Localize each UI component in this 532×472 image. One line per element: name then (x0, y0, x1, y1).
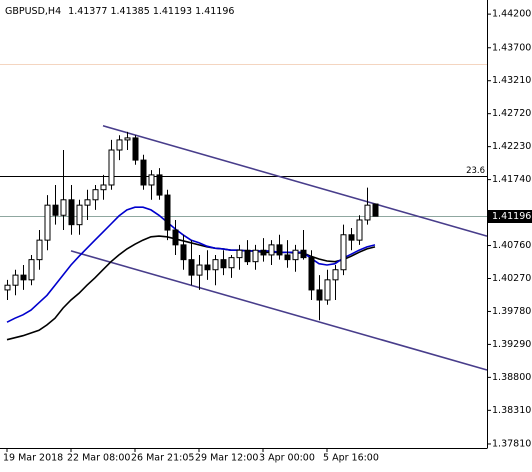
candle-body (52, 204, 59, 216)
y-tick-label: 1.39780 (492, 306, 531, 317)
price-box (487, 210, 532, 223)
candle-body (140, 159, 147, 186)
candle-body (204, 264, 211, 271)
quote-low: 1.41193 (153, 6, 192, 17)
y-tick-label: 1.44200 (492, 9, 531, 20)
candle-body (12, 274, 19, 286)
trendline (102, 125, 488, 237)
y-tick-label: 1.39290 (492, 339, 531, 350)
candle-body (68, 199, 75, 226)
header: GBPUSD,H4 1.41377 1.41385 1.41193 1.4119… (5, 6, 234, 17)
candle-body (36, 239, 43, 261)
candle-body (108, 149, 115, 186)
x-tick-label: 26 Mar 21:05 (131, 453, 194, 464)
candle-body (260, 249, 267, 256)
y-tick-label: 1.41740 (492, 174, 531, 185)
candle-body (84, 199, 91, 206)
x-tick-label: 29 Mar 12:00 (195, 453, 258, 464)
candle-body (364, 204, 371, 221)
candle-body (132, 137, 139, 161)
candle-body (268, 244, 275, 256)
level-label: 23.6 (466, 166, 485, 176)
candle-body (284, 254, 291, 261)
candle-body (212, 259, 219, 271)
candle-body (4, 284, 11, 291)
x-tick-label: 5 Apr 16:00 (323, 453, 379, 464)
symbol: GBPUSD,H4 (5, 6, 61, 17)
candle-body (172, 229, 179, 246)
candle-body (332, 269, 339, 281)
candle-body (236, 249, 243, 259)
candle-body (124, 137, 131, 141)
candle-body (156, 174, 163, 196)
candle-body (180, 244, 187, 261)
price-box-label: 1.41196 (492, 211, 531, 222)
candle-body (220, 259, 227, 269)
candle-body (372, 203, 379, 217)
y-tick-label: 1.40760 (492, 240, 531, 251)
candle-body (300, 249, 307, 259)
y-tick-label: 1.37810 (492, 438, 531, 449)
candle-body (244, 249, 251, 263)
candle-body (356, 219, 363, 241)
y-tick-label: 1.42230 (492, 141, 531, 152)
y-tick-label: 1.42720 (492, 108, 531, 119)
y-tick-label: 1.40270 (492, 273, 531, 284)
candle-body (60, 199, 67, 216)
candle-body (116, 139, 123, 151)
candle-body (228, 257, 235, 269)
plot-area: 23.6 (0, 64, 488, 371)
x-tick-label: 19 Mar 2018 (3, 453, 63, 464)
candle-body (324, 279, 331, 301)
trendline (70, 250, 488, 371)
candle-body (340, 234, 347, 271)
candle-body (148, 174, 155, 186)
candle-body (100, 184, 107, 191)
candle-body (348, 234, 355, 241)
candle-body (276, 244, 283, 256)
candle-body (92, 189, 99, 201)
candle-body (28, 259, 35, 281)
x-tick-label: 22 Mar 08:00 (67, 453, 130, 464)
candle-body (292, 249, 299, 261)
candle-body (164, 194, 171, 231)
quote-open: 1.41377 (68, 6, 107, 17)
quote-close: 1.41196 (195, 6, 234, 17)
x-tick-label: 3 Apr 00:00 (259, 453, 315, 464)
candle-body (76, 204, 83, 226)
y-tick-label: 1.43210 (492, 75, 531, 86)
candle-body (20, 274, 27, 281)
y-tick-label: 1.38800 (492, 372, 531, 383)
candle-body (44, 204, 51, 241)
candle-body (252, 249, 259, 263)
y-tick-label: 1.43700 (492, 42, 531, 53)
y-tick-label: 1.38310 (492, 405, 531, 416)
candle-body (308, 257, 315, 291)
candle-body (196, 264, 203, 276)
quote-high: 1.41385 (110, 6, 149, 17)
candle-body (188, 259, 195, 276)
candle-body (316, 289, 323, 301)
